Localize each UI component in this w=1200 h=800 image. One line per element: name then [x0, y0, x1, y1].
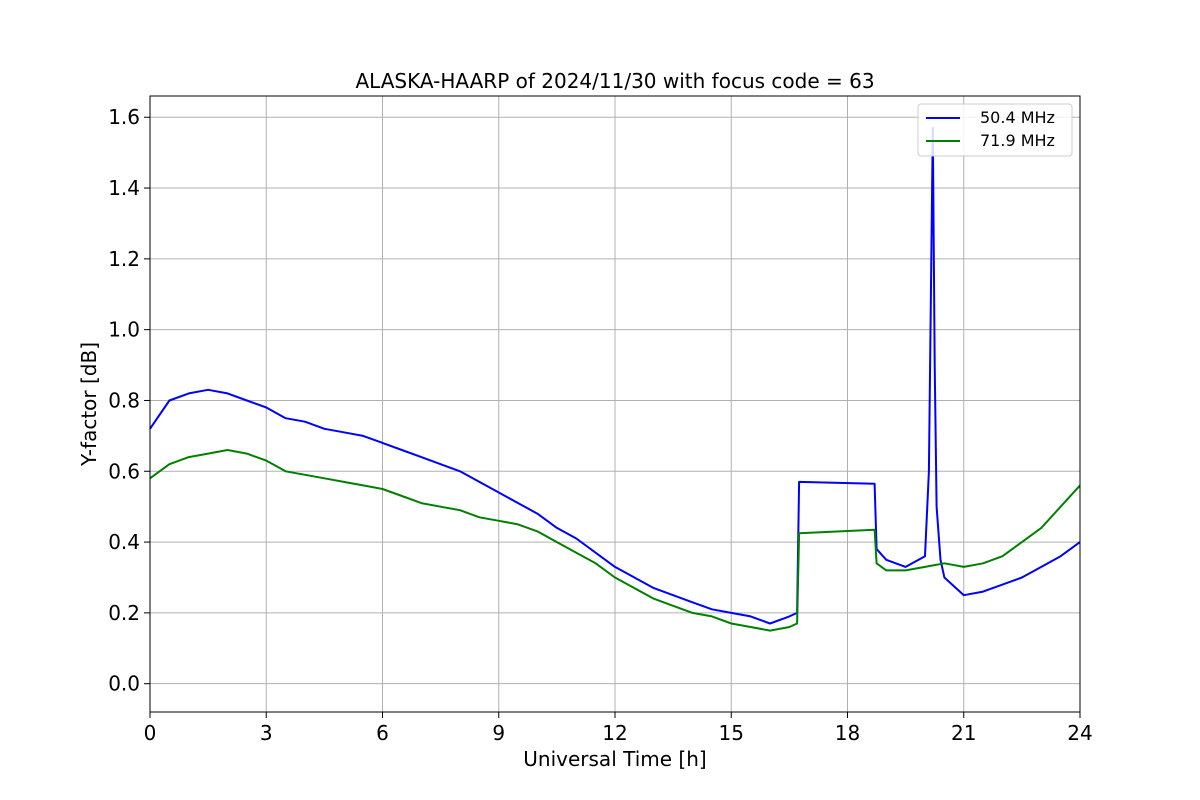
y-tick-label: 1.2 [108, 247, 140, 271]
y-tick-label: 0.6 [108, 459, 140, 483]
x-tick-label: 9 [492, 721, 505, 745]
y-tick-label: 1.0 [108, 318, 140, 342]
chart-title: ALASKA-HAARP of 2024/11/30 with focus co… [355, 69, 874, 93]
x-tick-label: 24 [1067, 721, 1092, 745]
x-tick-label: 6 [376, 721, 389, 745]
y-tick-label: 1.6 [108, 105, 140, 129]
legend: 50.4 MHz 71.9 MHz [917, 103, 1073, 157]
series-line-71-9-mhz [149, 449, 1081, 632]
y-tick-label: 0.4 [108, 530, 140, 554]
series-layer [149, 126, 1081, 632]
legend-label-71-9: 71.9 MHz [980, 131, 1055, 150]
y-tick-label: 1.4 [108, 176, 140, 200]
x-tick-label: 3 [260, 721, 273, 745]
y-tick-label: 0.8 [108, 388, 140, 412]
x-tick-label: 0 [144, 721, 157, 745]
x-tick-label: 15 [719, 721, 744, 745]
y-tick-label: 0.0 [108, 672, 140, 696]
y-axis-label: Y-factor [dB] [77, 342, 101, 467]
legend-label-50-4: 50.4 MHz [980, 108, 1055, 127]
series-line-50-4-mhz [149, 126, 1081, 625]
x-tick-label: 18 [835, 721, 860, 745]
x-axis-label: Universal Time [h] [523, 747, 706, 771]
x-tick-label: 21 [951, 721, 976, 745]
y-tick-label: 0.2 [108, 601, 140, 625]
x-tick-label: 12 [602, 721, 627, 745]
ticks: 0 3 6 9 12 15 18 21 24 0.0 0.2 0.4 0.6 0.8 1.0 1.2 1.4 1.… [108, 105, 1093, 745]
